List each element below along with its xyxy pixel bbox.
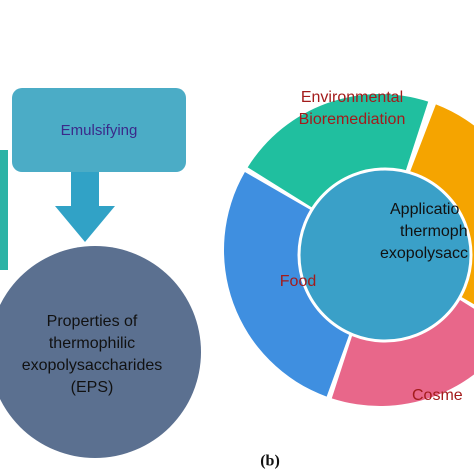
circle-label: thermophilic bbox=[49, 335, 135, 352]
applications-ring bbox=[224, 93, 474, 406]
applications-center bbox=[297, 167, 473, 343]
circle-label: (EPS) bbox=[71, 379, 114, 396]
partial-bar bbox=[0, 150, 8, 270]
center-label: Applicatio bbox=[390, 201, 459, 218]
circle-label: exopolysaccharides bbox=[22, 357, 163, 374]
segment-label: Cosme bbox=[412, 387, 463, 404]
ring-segment bbox=[247, 93, 429, 208]
segment-label: Food bbox=[280, 273, 316, 290]
segment-label: Environmental bbox=[301, 89, 403, 106]
ring-segment bbox=[408, 104, 474, 305]
center-label: thermoph bbox=[400, 223, 468, 240]
center-label: exopolysacc bbox=[380, 245, 468, 262]
ring-segment bbox=[224, 172, 353, 397]
box-label: Emulsifying bbox=[61, 122, 138, 139]
arrow-stem bbox=[71, 172, 99, 208]
caption: (b) bbox=[260, 453, 280, 470]
emulsifying-box bbox=[12, 88, 186, 172]
eps-circle bbox=[0, 246, 201, 458]
segment-label: Bioremediation bbox=[299, 111, 406, 128]
circle-label: Properties of bbox=[47, 313, 138, 330]
arrow-head bbox=[55, 206, 115, 242]
